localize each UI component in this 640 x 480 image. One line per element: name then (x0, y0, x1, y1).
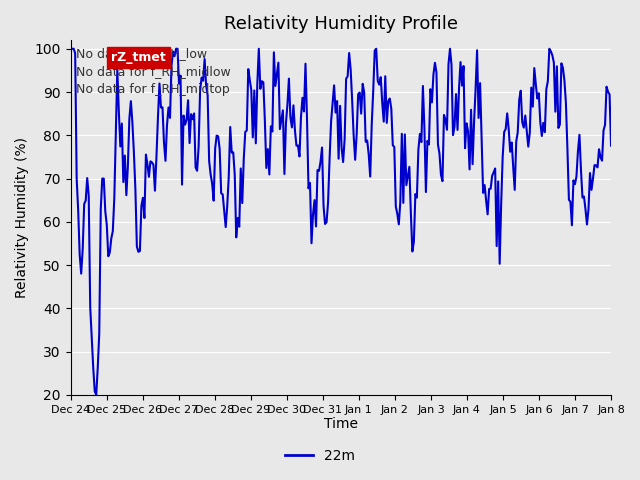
Text: No data for f_RH_midlow: No data for f_RH_midlow (76, 65, 231, 78)
Y-axis label: Relativity Humidity (%): Relativity Humidity (%) (15, 137, 29, 298)
22m (607, 143, 615, 149)
22m (134, 249, 142, 255)
22m (248, 87, 255, 93)
22m (257, 86, 264, 92)
Text: No data for f_RH_midtop: No data for f_RH_midtop (76, 83, 230, 96)
22m (67, 46, 74, 52)
Title: Relativity Humidity Profile: Relativity Humidity Profile (224, 15, 458, 33)
22m (579, 195, 586, 201)
Text: rZ_tmet: rZ_tmet (111, 51, 166, 64)
22m (305, 185, 312, 191)
Line: 22m: 22m (70, 49, 611, 395)
X-axis label: Time: Time (324, 418, 358, 432)
Text: No data for f_RH_low: No data for f_RH_low (76, 47, 207, 60)
22m (92, 392, 100, 398)
Legend: 22m: 22m (280, 443, 360, 468)
22m (229, 149, 237, 155)
